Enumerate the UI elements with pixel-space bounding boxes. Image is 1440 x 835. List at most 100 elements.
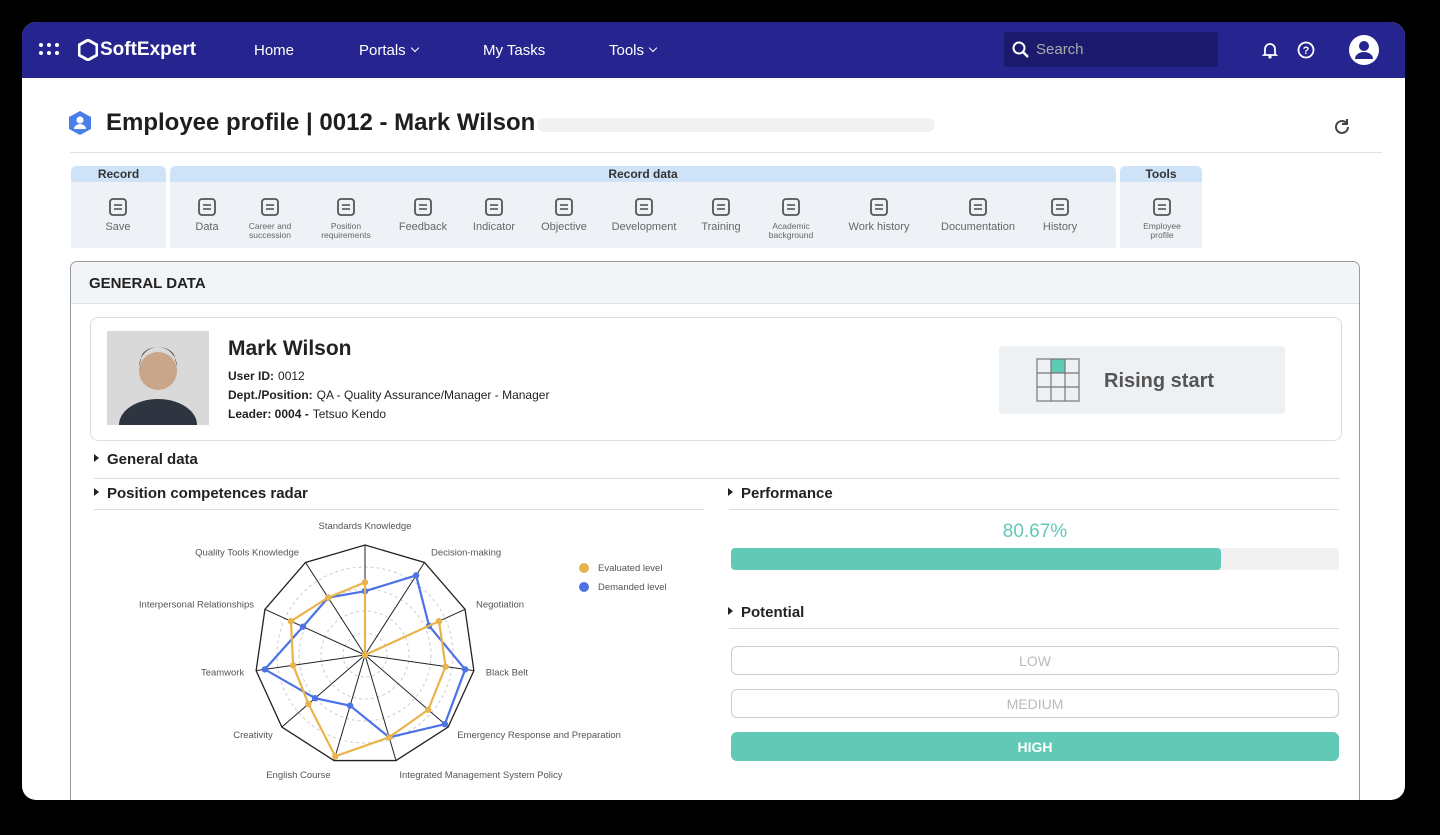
- series-point: [441, 720, 449, 728]
- spoke: [364, 654, 449, 728]
- toolbar-icon: [1051, 198, 1069, 216]
- potential-level[interactable]: MEDIUM: [731, 689, 1339, 718]
- nav-item[interactable]: Home: [254, 42, 295, 59]
- series-line: [289, 580, 447, 758]
- divider: [729, 509, 1339, 510]
- radar-chart: Standards Knowledge Decision-making Negoti…: [139, 521, 667, 781]
- series-point: [305, 700, 312, 708]
- toolbar-item[interactable]: Documentation: [941, 221, 1015, 233]
- nav-bar: SoftExpert Home Portals My Tasks Tools Sear…: [22, 22, 1405, 78]
- toolbar-item[interactable]: History: [1042, 221, 1078, 233]
- spoke: [256, 654, 366, 672]
- section-general[interactable]: General data: [94, 451, 198, 468]
- grid-ring: [298, 588, 432, 722]
- toolbar-item[interactable]: Career and succession: [248, 221, 292, 240]
- potential-level[interactable]: LOW: [731, 646, 1339, 675]
- section-radar[interactable]: Position competences radar: [94, 485, 308, 502]
- toolbar-icon: [635, 198, 653, 216]
- avatar[interactable]: [1348, 34, 1380, 66]
- toolbar-item[interactable]: Position requirements: [321, 221, 371, 240]
- toolbar-item[interactable]: Academic background: [768, 221, 814, 240]
- nine-box-card: [999, 346, 1285, 414]
- profile-field: Leader: 0004 - Tetsuo Kendo: [228, 407, 386, 421]
- axis-label: Integrated Management System Policy: [399, 770, 562, 781]
- axis-label: Quality Tools Knowledge: [195, 547, 299, 558]
- nav-item[interactable]: Tools: [609, 42, 658, 59]
- profile-field: User ID: 0012: [228, 369, 305, 383]
- field-label: Dept./Position:: [228, 388, 313, 402]
- axis-label: Negotiation: [476, 599, 524, 610]
- toolbar-group-title: Record data: [170, 166, 1116, 182]
- field-label: Leader: 0004 -: [228, 407, 309, 421]
- toolbar-icon: [198, 198, 216, 216]
- series-point: [299, 623, 307, 630]
- spoke: [364, 654, 474, 672]
- search-icon: [1012, 41, 1029, 58]
- toolbar-icon: [969, 198, 987, 216]
- field-label: User ID:: [228, 369, 275, 383]
- apps-icon[interactable]: [38, 42, 62, 58]
- axis-label: Decision-making: [431, 547, 501, 558]
- series-point: [442, 663, 449, 670]
- nav-item[interactable]: My Tasks: [483, 42, 546, 59]
- axis-label: English Course: [266, 770, 330, 781]
- section-potential[interactable]: Potential: [728, 604, 804, 621]
- toolbar-item[interactable]: Employee profile: [1143, 221, 1181, 240]
- series-point: [311, 695, 319, 702]
- toolbar-item[interactable]: Data: [195, 221, 219, 233]
- toolbar-item[interactable]: Objective: [541, 221, 587, 233]
- photo: [107, 331, 209, 425]
- search-placeholder: Search: [1036, 41, 1084, 58]
- legend-swatch: [579, 563, 589, 573]
- brand[interactable]: SoftExpert: [100, 39, 197, 60]
- toolbar-icon: [109, 198, 127, 216]
- axis-label: Teamwork: [201, 667, 245, 678]
- nine-box-label: Rising start: [1104, 370, 1215, 392]
- toolbar-icon: [712, 198, 730, 216]
- employee-name: Mark Wilson: [228, 337, 352, 360]
- series-point: [346, 702, 354, 709]
- toolbar-item[interactable]: Development: [611, 221, 677, 233]
- series-point: [261, 666, 269, 673]
- divider: [729, 628, 1339, 629]
- series-point: [287, 617, 295, 625]
- profile-icon: [69, 111, 91, 135]
- spoke: [264, 608, 366, 656]
- refresh-icon[interactable]: [1332, 117, 1352, 137]
- divider: [94, 509, 704, 510]
- series-point: [435, 617, 443, 625]
- toolbar-item[interactable]: Training: [701, 221, 741, 233]
- axis-label: Creativity: [233, 730, 273, 741]
- toolbar-item[interactable]: Feedback: [398, 221, 448, 233]
- general-panel: [70, 261, 1360, 800]
- axis-label: Emergency Response and Preparation: [457, 730, 621, 741]
- toolbar-icon: [870, 198, 888, 216]
- performance-track: [731, 548, 1339, 570]
- toolbar-item[interactable]: Save: [105, 221, 131, 233]
- toolbar-item[interactable]: Indicator: [472, 221, 516, 233]
- toolbar-item[interactable]: Work history: [848, 221, 910, 233]
- panel-title: GENERAL DATA: [89, 275, 206, 292]
- series-point: [461, 666, 469, 673]
- toolbar-icon: [337, 198, 355, 216]
- search-box[interactable]: Search: [1004, 32, 1218, 67]
- series-line: [263, 574, 467, 739]
- series-point: [361, 651, 369, 659]
- bell-icon[interactable]: [1261, 41, 1279, 59]
- axis-label: Standards Knowledge: [319, 521, 412, 532]
- toolbar-icon: [555, 198, 573, 216]
- nav-item[interactable]: Portals: [359, 42, 419, 59]
- performance-bar: [731, 548, 1222, 570]
- nine-box-icon: [1036, 358, 1080, 402]
- spoke: [281, 654, 366, 728]
- logo-icon: [78, 39, 98, 61]
- toolbar-icon: [782, 198, 800, 216]
- profile-card: [90, 317, 1342, 441]
- section-performance[interactable]: Performance: [728, 485, 833, 502]
- potential-level[interactable]: HIGH: [731, 732, 1339, 761]
- help-icon[interactable]: ?: [1297, 41, 1315, 59]
- field-value: Tetsuo Kendo: [312, 407, 387, 421]
- performance-value: 80.67%: [1002, 521, 1068, 542]
- profile-field: Dept./Position: QA - Quality Assurance/Ma…: [228, 388, 549, 402]
